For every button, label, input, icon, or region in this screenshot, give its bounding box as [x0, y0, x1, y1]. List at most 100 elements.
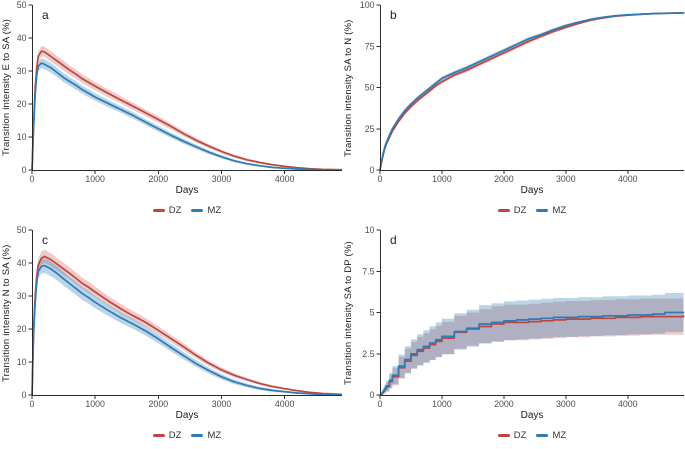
panel-d-plot: 0 1000 2000 3000 4000 0 2.5 5 7.5 10 [362, 225, 685, 409]
y-tick-label: 5 [370, 308, 375, 318]
legend-label-dz: DZ [168, 205, 182, 216]
panel-a-letter: a [42, 8, 49, 22]
y-tick-label: 10 [17, 357, 27, 367]
x-tick-label: 3000 [556, 174, 576, 184]
y-tick-label: 2.5 [362, 349, 374, 359]
panel-a-legend: DZ MZ [32, 205, 342, 216]
legend-label-dz: DZ [168, 430, 182, 441]
legend-label-mz: MZ [552, 430, 567, 441]
y-tick-label: 100 [360, 0, 375, 10]
x-tick-label: 4000 [618, 174, 638, 184]
y-tick-label: 20 [17, 99, 27, 109]
mz-line-swatch-icon [191, 434, 204, 437]
y-tick-label: 25 [365, 124, 375, 134]
mz-line-swatch-icon [536, 434, 549, 437]
panel-d-letter: d [390, 233, 397, 247]
panel-d-x-axis-title: Days [520, 410, 544, 421]
legend-label-dz: DZ [513, 430, 527, 441]
mz-line-swatch-icon [536, 209, 549, 212]
panel-c: 0 1000 2000 3000 4000 0 10 20 30 40 50 Transition … [0, 225, 342, 449]
x-tick-label: 2000 [494, 399, 514, 409]
x-tick-label: 0 [378, 174, 383, 184]
mz-series-line [379, 12, 685, 171]
x-tick-label: 2000 [494, 174, 514, 184]
y-tick-label: 10 [17, 132, 27, 142]
x-tick-label: 1000 [85, 174, 105, 184]
panel-a-x-axis-title: Days [175, 185, 199, 196]
mz-series-line [31, 264, 342, 396]
legend-label-mz: MZ [207, 205, 222, 216]
x-tick-label: 0 [30, 174, 35, 184]
mz-confidence-band [380, 293, 684, 395]
panel-a-y-axis-title: Transition intensity E to SA (%) [1, 19, 12, 157]
x-tick-label: 1000 [432, 174, 452, 184]
dz-confidence-band [380, 297, 684, 395]
y-tick-label: 30 [17, 291, 27, 301]
panel-b-legend: DZ MZ [380, 205, 684, 216]
panel-c-y-axis-title: Transition intensity N to SA (%) [1, 244, 12, 382]
dz-line-swatch-icon [497, 209, 510, 212]
panel-c-legend: DZ MZ [32, 430, 342, 441]
panel-d: 0 1000 2000 3000 4000 0 2.5 5 7.5 10 Transition i… [342, 225, 685, 449]
legend-item-dz: DZ [497, 430, 527, 441]
x-tick-label: 1000 [85, 399, 105, 409]
y-tick-label: 30 [17, 66, 27, 76]
x-tick-label: 3000 [212, 174, 232, 184]
legend-item-mz: MZ [536, 430, 566, 441]
y-tick-label: 50 [17, 225, 27, 235]
x-tick-label: 4000 [275, 399, 295, 409]
legend-label-mz: MZ [552, 205, 567, 216]
dz-line-swatch-icon [152, 209, 165, 212]
y-tick-label: 0 [370, 165, 375, 175]
legend-item-mz: MZ [191, 205, 221, 216]
dz-line-swatch-icon [152, 434, 165, 437]
panel-b-x-axis-title: Days [520, 185, 544, 196]
mz-line-swatch-icon [191, 209, 204, 212]
dz-series-line [31, 255, 342, 396]
panel-b: 0 1000 2000 3000 4000 0 25 50 75 100 Transition i… [342, 0, 685, 225]
x-tick-label: 2000 [149, 399, 169, 409]
y-tick-label: 50 [17, 0, 27, 10]
legend-item-mz: MZ [191, 430, 221, 441]
panel-d-y-axis-title: Transition intensity SA to DP (%) [343, 241, 354, 385]
y-tick-label: 0 [370, 390, 375, 400]
y-tick-label: 0 [22, 390, 27, 400]
legend-item-dz: DZ [152, 430, 182, 441]
panel-c-plot: 0 1000 2000 3000 4000 0 10 20 30 40 50 [17, 225, 342, 409]
y-tick-label: 20 [17, 324, 27, 334]
panel-b-letter: b [390, 8, 397, 22]
dz-series-line [31, 50, 342, 171]
panel-a: 0 1000 2000 3000 4000 0 10 20 30 40 50 Transition … [0, 0, 342, 225]
x-tick-label: 0 [30, 399, 35, 409]
x-tick-label: 2000 [149, 174, 169, 184]
panel-c-letter: c [42, 233, 48, 247]
y-tick-label: 40 [17, 33, 27, 43]
mz-series-line [379, 311, 685, 396]
mz-confidence-band [32, 258, 342, 395]
panel-b-plot: 0 1000 2000 3000 4000 0 25 50 75 100 [360, 0, 685, 184]
panel-c-x-axis-title: Days [175, 410, 199, 421]
x-tick-label: 0 [378, 399, 383, 409]
x-tick-label: 4000 [618, 399, 638, 409]
y-tick-label: 10 [365, 225, 375, 235]
x-tick-label: 3000 [556, 399, 576, 409]
legend-label-mz: MZ [207, 430, 222, 441]
x-tick-label: 4000 [275, 174, 295, 184]
y-tick-label: 0 [22, 165, 27, 175]
dz-confidence-band [32, 45, 342, 170]
mz-series-line [31, 62, 342, 171]
dz-confidence-band [32, 249, 342, 395]
x-tick-label: 1000 [432, 399, 452, 409]
legend-item-dz: DZ [152, 205, 182, 216]
legend-label-dz: DZ [513, 205, 527, 216]
y-tick-label: 50 [365, 83, 375, 93]
panel-d-legend: DZ MZ [380, 430, 684, 441]
y-tick-label: 75 [365, 41, 375, 51]
legend-item-mz: MZ [536, 205, 566, 216]
panel-b-y-axis-title: Transition intensity SA to N (%) [343, 19, 354, 157]
dz-line-swatch-icon [497, 434, 510, 437]
y-tick-label: 40 [17, 258, 27, 268]
legend-item-dz: DZ [497, 205, 527, 216]
panel-a-plot: 0 1000 2000 3000 4000 0 10 20 30 40 50 [17, 0, 342, 184]
